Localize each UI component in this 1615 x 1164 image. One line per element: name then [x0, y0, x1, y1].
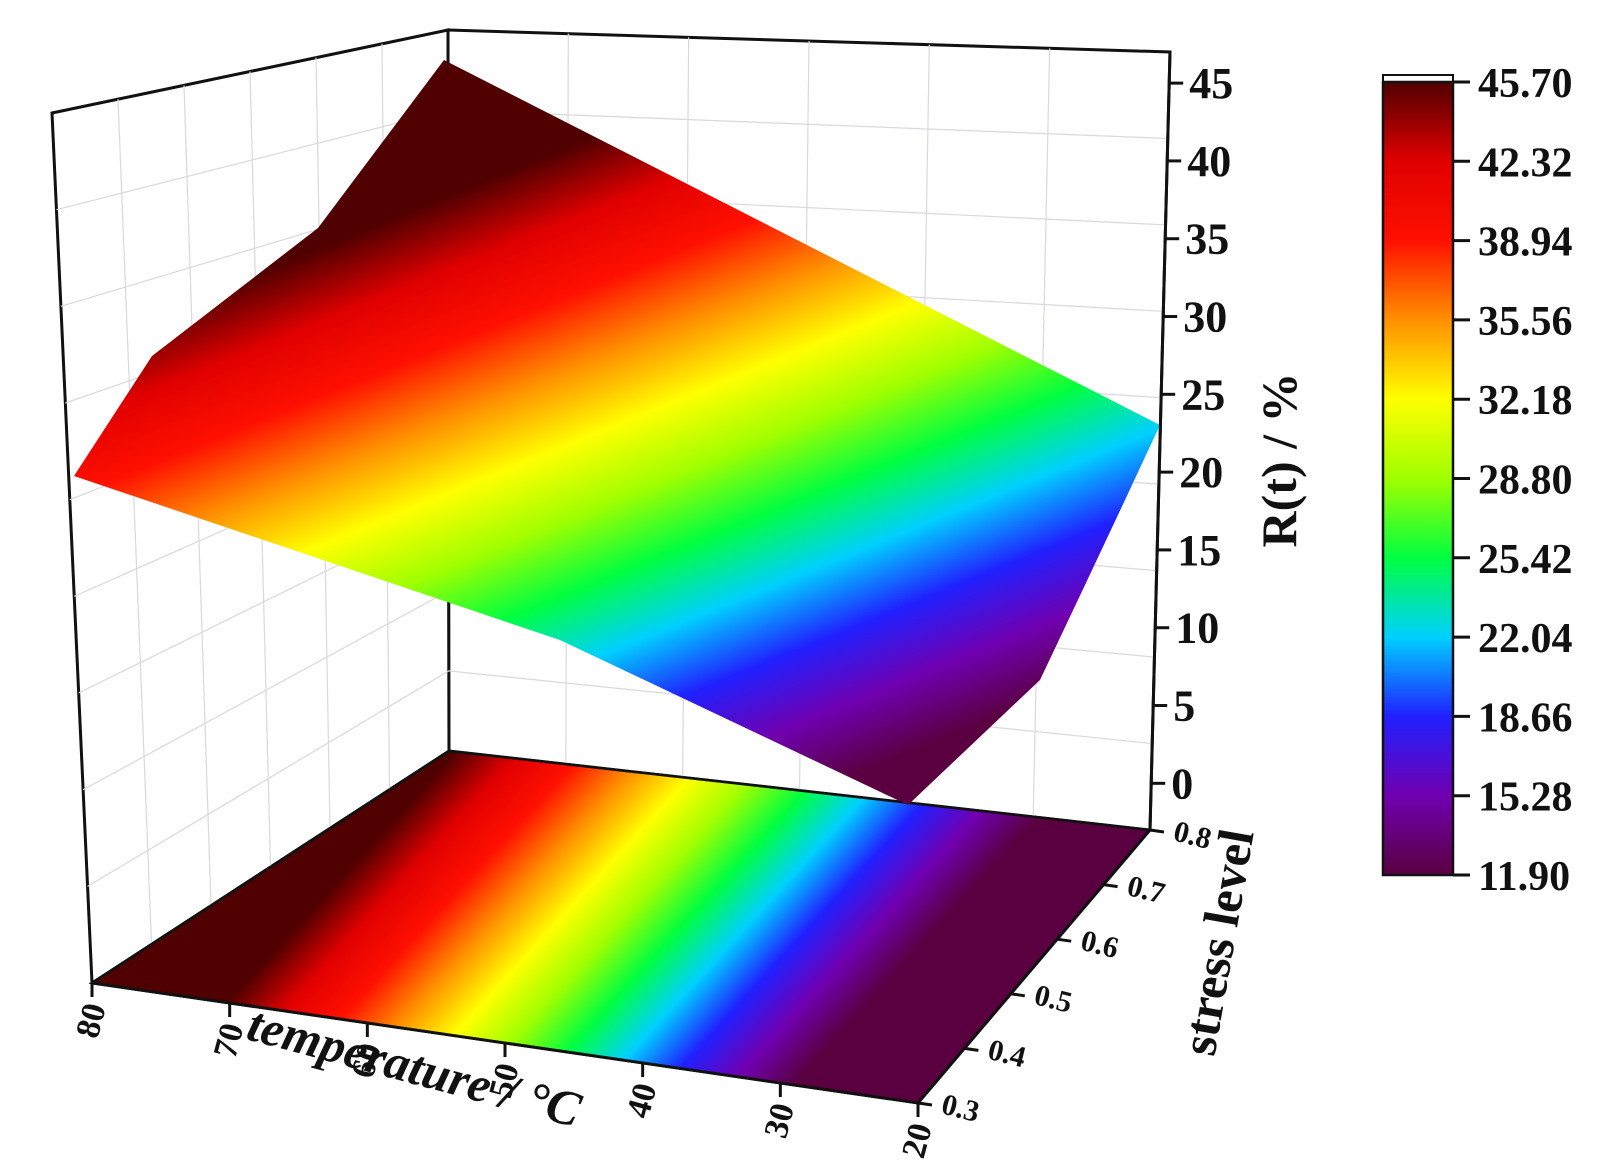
- colorbar-tick-label: 25.42: [1478, 537, 1573, 583]
- colorbar-tick-label: 38.94: [1478, 220, 1573, 266]
- colorbar-tick-label: 15.28: [1478, 775, 1573, 821]
- y-tick-mark: [1149, 828, 1165, 834]
- z-tick-label: 30: [1183, 293, 1227, 342]
- y-tick-label: 0.7: [1124, 869, 1168, 910]
- colorbar-tick-label: 18.66: [1478, 695, 1573, 741]
- z-tick-label: 40: [1187, 137, 1231, 186]
- colorbar-tick-label: 28.80: [1478, 458, 1573, 504]
- y-tick-label: 0.4: [985, 1033, 1029, 1074]
- z-tick-label: 0: [1171, 759, 1193, 808]
- z-tick-label: 45: [1189, 59, 1233, 108]
- x-tick-label: 40: [620, 1079, 665, 1121]
- colorbar: 45.70 42.32 38.94 35.56 32.18 28.80 25.42 22.04…: [1381, 61, 1573, 900]
- z-tick-label: 25: [1181, 370, 1225, 419]
- colorbar-tick-label: 22.04: [1478, 616, 1573, 662]
- colorbar-tick-label: 35.56: [1478, 299, 1573, 345]
- y-tick-label: 0.3: [938, 1088, 982, 1129]
- z-tick-label: 15: [1177, 526, 1221, 575]
- colorbar-tick-label: 45.70: [1478, 61, 1573, 107]
- y-tick-mark: [1103, 883, 1118, 889]
- colorbar-tick-label: 32.18: [1478, 378, 1573, 424]
- y-tick-mark: [1056, 937, 1072, 943]
- x-tick-label: 80: [69, 999, 114, 1041]
- grid-line: [117, 99, 153, 945]
- y-tick-mark: [1010, 992, 1026, 998]
- x-tick-label: 20: [895, 1119, 940, 1161]
- colorbar-ticks: 45.70 42.32 38.94 35.56 32.18 28.80 25.42 22.04…: [1453, 61, 1573, 900]
- y-tick-label: 0.6: [1078, 924, 1122, 965]
- z-axis-ticks: 45 40 35 30 25 20 15 10 5 0: [1151, 59, 1233, 808]
- y-axis-line: [916, 829, 1152, 1104]
- z-axis-line: [1148, 51, 1172, 831]
- y-tick-mark: [917, 1101, 933, 1107]
- y-axis-label: stress level: [1170, 825, 1265, 1060]
- y-tick-mark: [964, 1046, 979, 1052]
- z-tick-label: 10: [1175, 604, 1219, 653]
- colorbar-tick-label: 11.90: [1478, 854, 1570, 900]
- y-tick-label: 0.5: [1031, 979, 1075, 1020]
- z-tick-label: 20: [1179, 448, 1223, 497]
- colorbar-tick-label: 42.32: [1478, 140, 1573, 186]
- colorbar-gradient: [1381, 80, 1455, 877]
- z-axis-label: R(t) / %: [1251, 373, 1307, 548]
- x-axis-ticks: 80 70 60 50 40 30 20: [69, 983, 940, 1162]
- x-tick-label: 30: [758, 1099, 803, 1141]
- z-tick-label: 5: [1173, 682, 1195, 731]
- z-tick-label: 35: [1185, 215, 1229, 264]
